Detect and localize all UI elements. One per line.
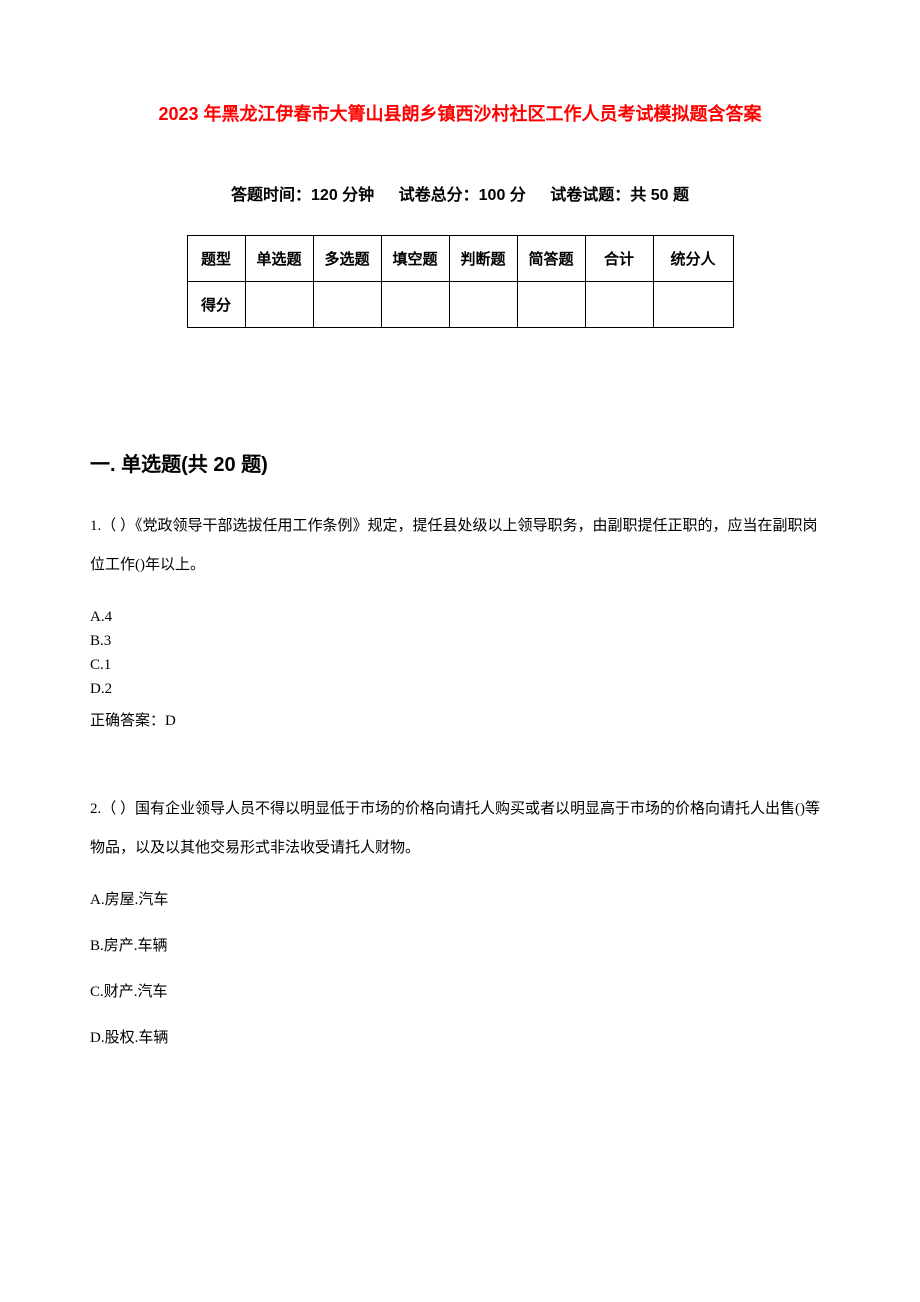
exam-info-line: 答题时间：120 分钟 试卷总分：100 分 试卷试题：共 50 题 [90,181,830,205]
question-count-label: 试卷试题：共 50 题 [550,187,689,204]
table-cell [517,282,585,328]
table-row: 得分 [187,282,733,328]
table-row: 题型 单选题 多选题 填空题 判断题 简答题 合计 统分人 [187,236,733,282]
option-b: B.房产.车辆 [90,934,830,955]
score-table: 题型 单选题 多选题 填空题 判断题 简答题 合计 统分人 得分 [187,235,734,328]
table-cell-total: 合计 [585,236,653,282]
document-title: 2023 年黑龙江伊春市大箐山县朗乡镇西沙村社区工作人员考试模拟题含答案 [90,100,830,126]
table-cell [449,282,517,328]
option-a: A.房屋.汽车 [90,888,830,909]
question-text: 1.（ ）《党政领导干部选拔任用工作条例》规定，提任县处级以上领导职务，由副职提… [90,507,830,585]
section-heading: 一. 单选题(共 20 题) [90,448,830,477]
table-cell: 简答题 [517,236,585,282]
total-score-label: 试卷总分：100 分 [399,187,526,204]
table-cell-type-label: 题型 [187,236,245,282]
option-d: D.股权.车辆 [90,1026,830,1047]
question-text: 2.（ ）国有企业领导人员不得以明显低于市场的价格向请托人购买或者以明显高于市场… [90,790,830,868]
table-cell-score-label: 得分 [187,282,245,328]
options-list: A.房屋.汽车 B.房产.车辆 C.财产.汽车 D.股权.车辆 [90,888,830,1047]
option-c: C.1 [90,653,830,677]
option-b: B.3 [90,629,830,653]
table-cell [313,282,381,328]
option-c: C.财产.汽车 [90,980,830,1001]
table-cell: 填空题 [381,236,449,282]
option-d: D.2 [90,677,830,701]
option-a: A.4 [90,605,830,629]
table-cell [585,282,653,328]
table-cell: 判断题 [449,236,517,282]
question-2: 2.（ ）国有企业领导人员不得以明显低于市场的价格向请托人购买或者以明显高于市场… [90,790,830,1047]
answer-time-label: 答题时间：120 分钟 [231,187,374,204]
table-cell [245,282,313,328]
options-list: A.4 B.3 C.1 D.2 [90,605,830,701]
table-cell: 多选题 [313,236,381,282]
question-1: 1.（ ）《党政领导干部选拔任用工作条例》规定，提任县处级以上领导职务，由副职提… [90,507,830,730]
table-cell-scorer: 统分人 [653,236,733,282]
table-cell [653,282,733,328]
table-cell: 单选题 [245,236,313,282]
correct-answer: 正确答案：D [90,709,830,730]
table-cell [381,282,449,328]
